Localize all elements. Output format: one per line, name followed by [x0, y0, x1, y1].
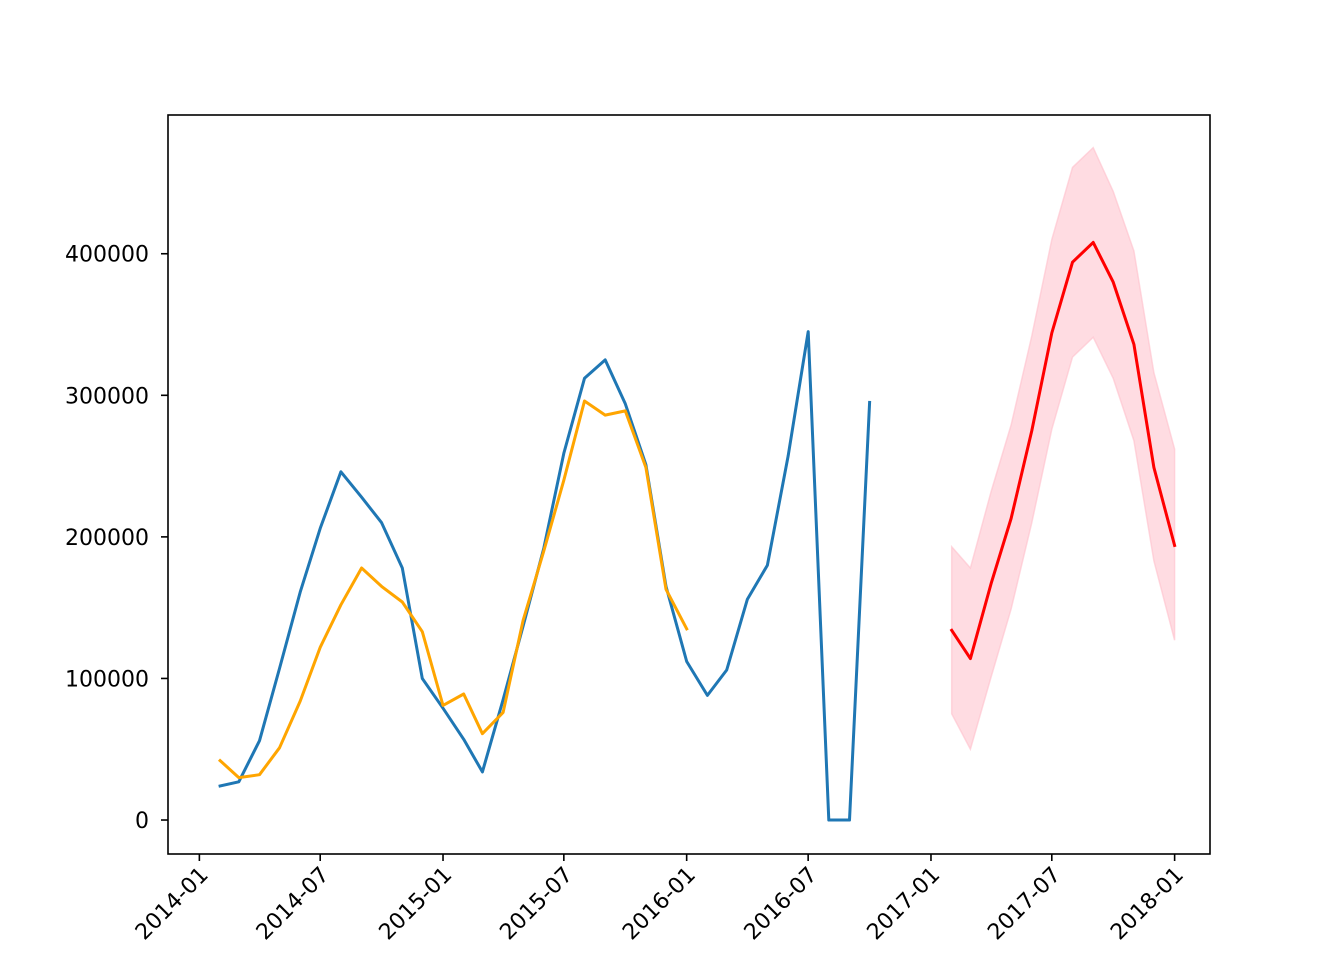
y-tick-label: 200000 [65, 526, 149, 551]
y-tick-label: 0 [135, 809, 149, 834]
y-tick-label: 300000 [65, 384, 149, 409]
series-line-1 [217, 399, 689, 780]
y-tick-label: 100000 [65, 667, 149, 692]
y-tick-label: 400000 [65, 243, 149, 268]
series-line-2 [949, 240, 1177, 661]
y-axis: 0 100000 200000 300000 400000 [65, 243, 168, 834]
series-layer [217, 240, 1177, 822]
plot-area-frame [167, 114, 1211, 855]
